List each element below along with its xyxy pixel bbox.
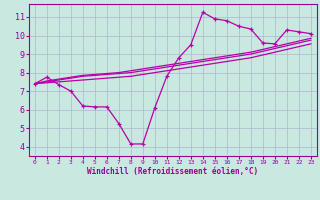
X-axis label: Windchill (Refroidissement éolien,°C): Windchill (Refroidissement éolien,°C) <box>87 167 258 176</box>
